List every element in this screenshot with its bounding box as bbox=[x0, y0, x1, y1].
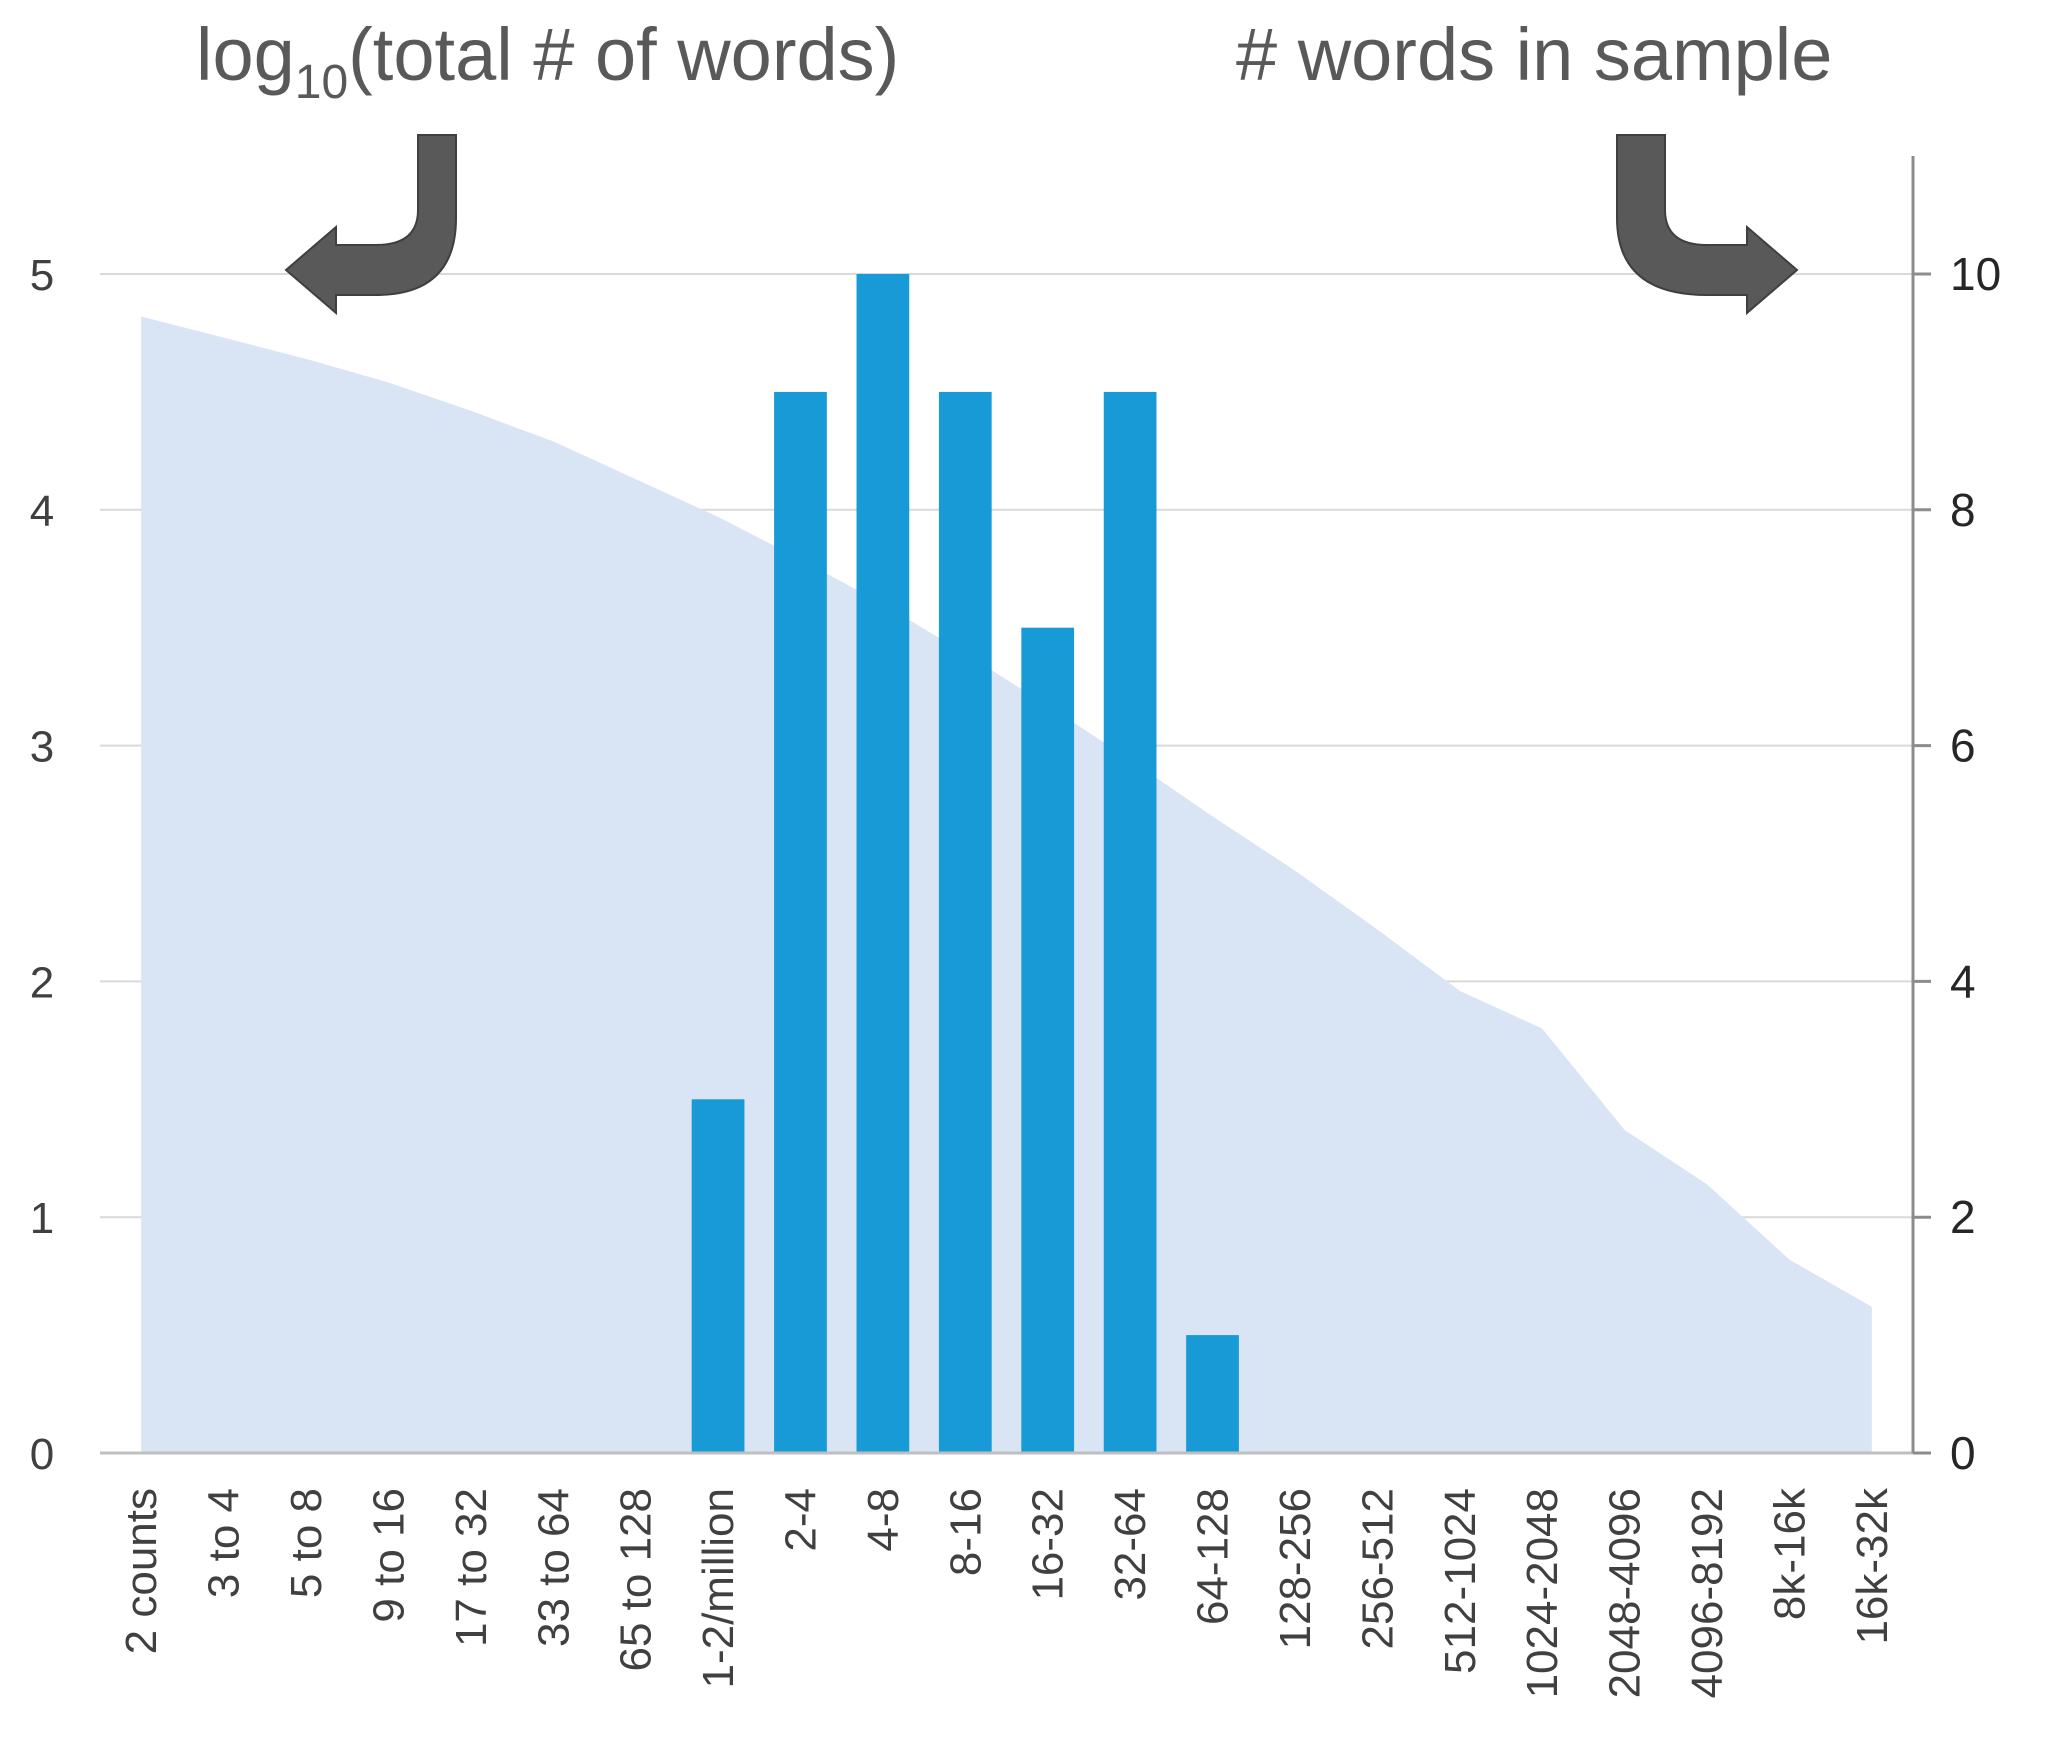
left-tick-label: 2 bbox=[30, 958, 54, 1007]
category-label: 9 to 16 bbox=[364, 1488, 413, 1623]
bar bbox=[856, 274, 910, 1453]
category-label: 17 to 32 bbox=[447, 1488, 496, 1647]
left-axis-title-rest: (total # of words) bbox=[348, 13, 899, 96]
category-label: 33 to 64 bbox=[529, 1488, 578, 1647]
category-label: 2-4 bbox=[776, 1488, 825, 1552]
axes bbox=[100, 156, 1931, 1455]
left-arrow-icon bbox=[284, 134, 457, 316]
left-tick-label: 4 bbox=[30, 487, 54, 536]
left-tick-label: 3 bbox=[30, 723, 54, 772]
right-tick-label: 2 bbox=[1950, 1191, 1976, 1243]
bar bbox=[1186, 1335, 1239, 1453]
category-label: 8-16 bbox=[941, 1488, 990, 1576]
bar-series bbox=[691, 274, 1239, 1453]
right-tick-label: 8 bbox=[1950, 484, 1976, 536]
bar bbox=[774, 391, 827, 1453]
right-axis-ticks: 0 2 4 6 8 10 bbox=[1950, 248, 2001, 1479]
left-axis-ticks: 0 1 2 3 4 5 bbox=[30, 251, 54, 1479]
bar bbox=[1021, 627, 1075, 1453]
category-label: 128-256 bbox=[1271, 1488, 1320, 1649]
bar bbox=[691, 1099, 745, 1453]
category-label: 32-64 bbox=[1106, 1488, 1155, 1601]
right-arrow-icon bbox=[1616, 134, 1799, 316]
category-label: 4-8 bbox=[859, 1488, 908, 1552]
category-label: 4096-8192 bbox=[1683, 1488, 1732, 1698]
category-label: 64-128 bbox=[1189, 1488, 1238, 1625]
category-label: 65 to 128 bbox=[612, 1488, 661, 1672]
area-series bbox=[141, 316, 1872, 1454]
left-axis-title-main: log bbox=[196, 13, 295, 96]
category-labels: 2 counts 3 to 4 5 to 8 9 to 16 17 to 32 33 to… bbox=[117, 1487, 1897, 1698]
category-label: 16-32 bbox=[1024, 1488, 1073, 1601]
category-label: 8k-16k bbox=[1765, 1487, 1814, 1620]
bar bbox=[1103, 391, 1157, 1453]
right-tick-label: 10 bbox=[1950, 248, 2001, 300]
left-tick-label: 1 bbox=[30, 1194, 54, 1243]
left-axis-title-subscript: 10 bbox=[295, 56, 348, 109]
right-axis-title: # words in sample bbox=[1236, 13, 1832, 96]
category-label: 1-2/million bbox=[694, 1488, 743, 1689]
category-label: 16k-32k bbox=[1848, 1487, 1897, 1645]
category-label: 2048-4096 bbox=[1601, 1488, 1650, 1698]
category-label: 256-512 bbox=[1353, 1488, 1402, 1649]
right-tick-label: 6 bbox=[1950, 720, 1976, 772]
category-label: 2 counts bbox=[117, 1488, 166, 1654]
category-label: 5 to 8 bbox=[282, 1488, 331, 1598]
left-axis-title: log10(total # of words) bbox=[196, 13, 899, 109]
left-tick-label: 0 bbox=[30, 1430, 54, 1479]
right-tick-label: 0 bbox=[1950, 1427, 1976, 1479]
bar bbox=[938, 391, 992, 1453]
left-tick-label: 5 bbox=[30, 251, 54, 300]
category-label: 3 to 4 bbox=[200, 1488, 249, 1598]
right-tick-label: 4 bbox=[1950, 955, 1976, 1007]
category-label: 512-1024 bbox=[1436, 1488, 1485, 1674]
category-label: 1024-2048 bbox=[1518, 1488, 1567, 1698]
area-fill bbox=[141, 316, 1872, 1454]
